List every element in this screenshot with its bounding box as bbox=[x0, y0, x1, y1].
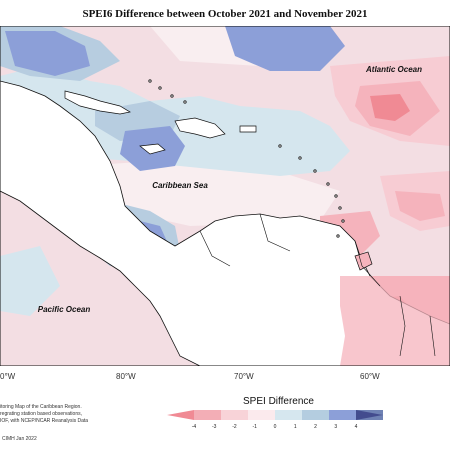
legend-tick-label: -1 bbox=[253, 424, 258, 430]
legend-extend-right bbox=[356, 410, 383, 420]
legend-tick-label: -3 bbox=[212, 424, 217, 430]
spei-difference-map: Atlantic Ocean Caribbean Sea Pacific Oce… bbox=[0, 26, 450, 366]
legend-swatch bbox=[302, 410, 329, 420]
legend-tick-label: 2 bbox=[314, 424, 317, 430]
legend-extend-left bbox=[167, 410, 194, 420]
legend-tick-label: -2 bbox=[232, 424, 237, 430]
legend-title: SPEI Difference bbox=[243, 396, 314, 407]
atlantic-ocean-label: Atlantic Ocean bbox=[365, 65, 422, 74]
legend-swatch bbox=[329, 410, 356, 420]
credit-date: CIMH Jan 2022 bbox=[2, 436, 37, 442]
positive-region bbox=[0, 246, 60, 316]
longitude-label: 80°W bbox=[116, 372, 136, 381]
positive-core bbox=[225, 26, 345, 71]
credit-line: IOF, with NCEP/NCAR Reanalysis Data bbox=[0, 418, 89, 424]
legend-swatch bbox=[248, 410, 275, 420]
cuba bbox=[64, 90, 131, 115]
longitude-label: 60°W bbox=[360, 372, 380, 381]
legend-tick-label: 3 bbox=[334, 424, 337, 430]
credit-line: itoring Map of the Caribbean Region. bbox=[0, 404, 82, 410]
island-chain bbox=[148, 79, 345, 238]
legend-swatch bbox=[194, 410, 221, 420]
credit-line: regrating station based observations, bbox=[0, 411, 82, 417]
legend-tick-label: -4 bbox=[192, 424, 197, 430]
puerto-rico bbox=[239, 125, 257, 133]
legend-tick-label: 4 bbox=[355, 424, 358, 430]
map-credit: itoring Map of the Caribbean Region. reg… bbox=[0, 404, 122, 425]
legend-swatch bbox=[221, 410, 248, 420]
negative-core bbox=[370, 94, 410, 121]
legend-tick-label: 0 bbox=[274, 424, 277, 430]
negative-region bbox=[395, 191, 445, 221]
guianas-negative-shading bbox=[340, 276, 450, 366]
map-title: SPEI6 Difference between October 2021 an… bbox=[82, 8, 368, 20]
positive-core bbox=[5, 31, 90, 76]
legend-swatch bbox=[275, 410, 302, 420]
hispaniola bbox=[174, 117, 226, 139]
country-borders bbox=[199, 213, 436, 357]
pacific-ocean-label: Pacific Ocean bbox=[38, 305, 91, 314]
longitude-label: 0°W bbox=[0, 372, 16, 381]
legend-colorbar: -4 -3 -2 -1 0 1 2 3 4 bbox=[167, 410, 383, 430]
legend-tick-label: 1 bbox=[294, 424, 297, 430]
jamaica bbox=[139, 143, 166, 155]
longitude-label: 70°W bbox=[234, 372, 254, 381]
caribbean-sea-label: Caribbean Sea bbox=[152, 181, 208, 190]
